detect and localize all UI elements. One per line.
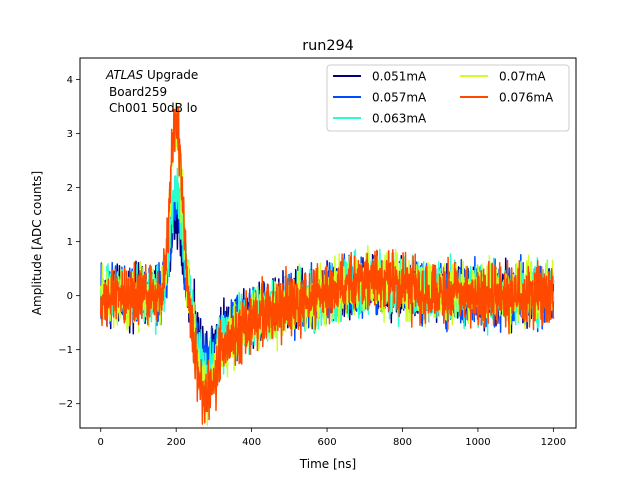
- annotation-atlas: ATLAS: [105, 68, 144, 82]
- legend-box: [326, 64, 570, 132]
- x-tick-label: 400: [242, 437, 261, 448]
- y-tick-label: 3: [67, 129, 73, 140]
- annotation-upgrade: Upgrade: [143, 68, 198, 82]
- y-tick-label: 2: [67, 183, 73, 194]
- legend-label: 0.07mA: [499, 70, 546, 84]
- y-tick-label: 1: [67, 237, 73, 248]
- y-tick-label: −1: [58, 345, 73, 356]
- annotation-channel: Ch001 50dB lo: [109, 101, 197, 115]
- y-tick-label: 0: [67, 291, 73, 302]
- plot-frame: [79, 57, 577, 429]
- chart-annotation: ATLAS Upgrade Board259 Ch001 50dB lo: [105, 68, 198, 115]
- annotation-board: Board259: [109, 85, 167, 99]
- x-axis-label: Time [ns]: [299, 457, 356, 471]
- legend: 0.051mA 0.057mA 0.063mA 0.07mA 0.076mA: [326, 64, 570, 132]
- y-tick-label: −2: [58, 399, 73, 410]
- x-tick-label: 800: [393, 437, 412, 448]
- y-tick-label: 4: [67, 75, 73, 86]
- svg-text:ATLAS Upgrade: ATLAS Upgrade: [105, 68, 198, 82]
- legend-label: 0.051mA: [372, 70, 427, 84]
- legend-label: 0.063mA: [372, 112, 427, 126]
- x-tick-label: 1200: [541, 437, 566, 448]
- y-axis-label: Amplitude [ADC counts]: [30, 171, 44, 315]
- y-axis: −2 −1 0 1 2 3 4: [58, 75, 80, 410]
- legend-label: 0.057mA: [372, 91, 427, 105]
- x-axis: 0 200 400 600 800 1000 1200: [98, 428, 566, 448]
- legend-label: 0.076mA: [499, 91, 554, 105]
- plot-area: [99, 102, 555, 427]
- x-tick-label: 200: [167, 437, 186, 448]
- x-tick-label: 1000: [465, 437, 490, 448]
- chart-title: run294: [302, 38, 354, 54]
- x-tick-label: 600: [318, 437, 337, 448]
- x-tick-label: 0: [98, 437, 104, 448]
- series-line-5: [99, 106, 555, 425]
